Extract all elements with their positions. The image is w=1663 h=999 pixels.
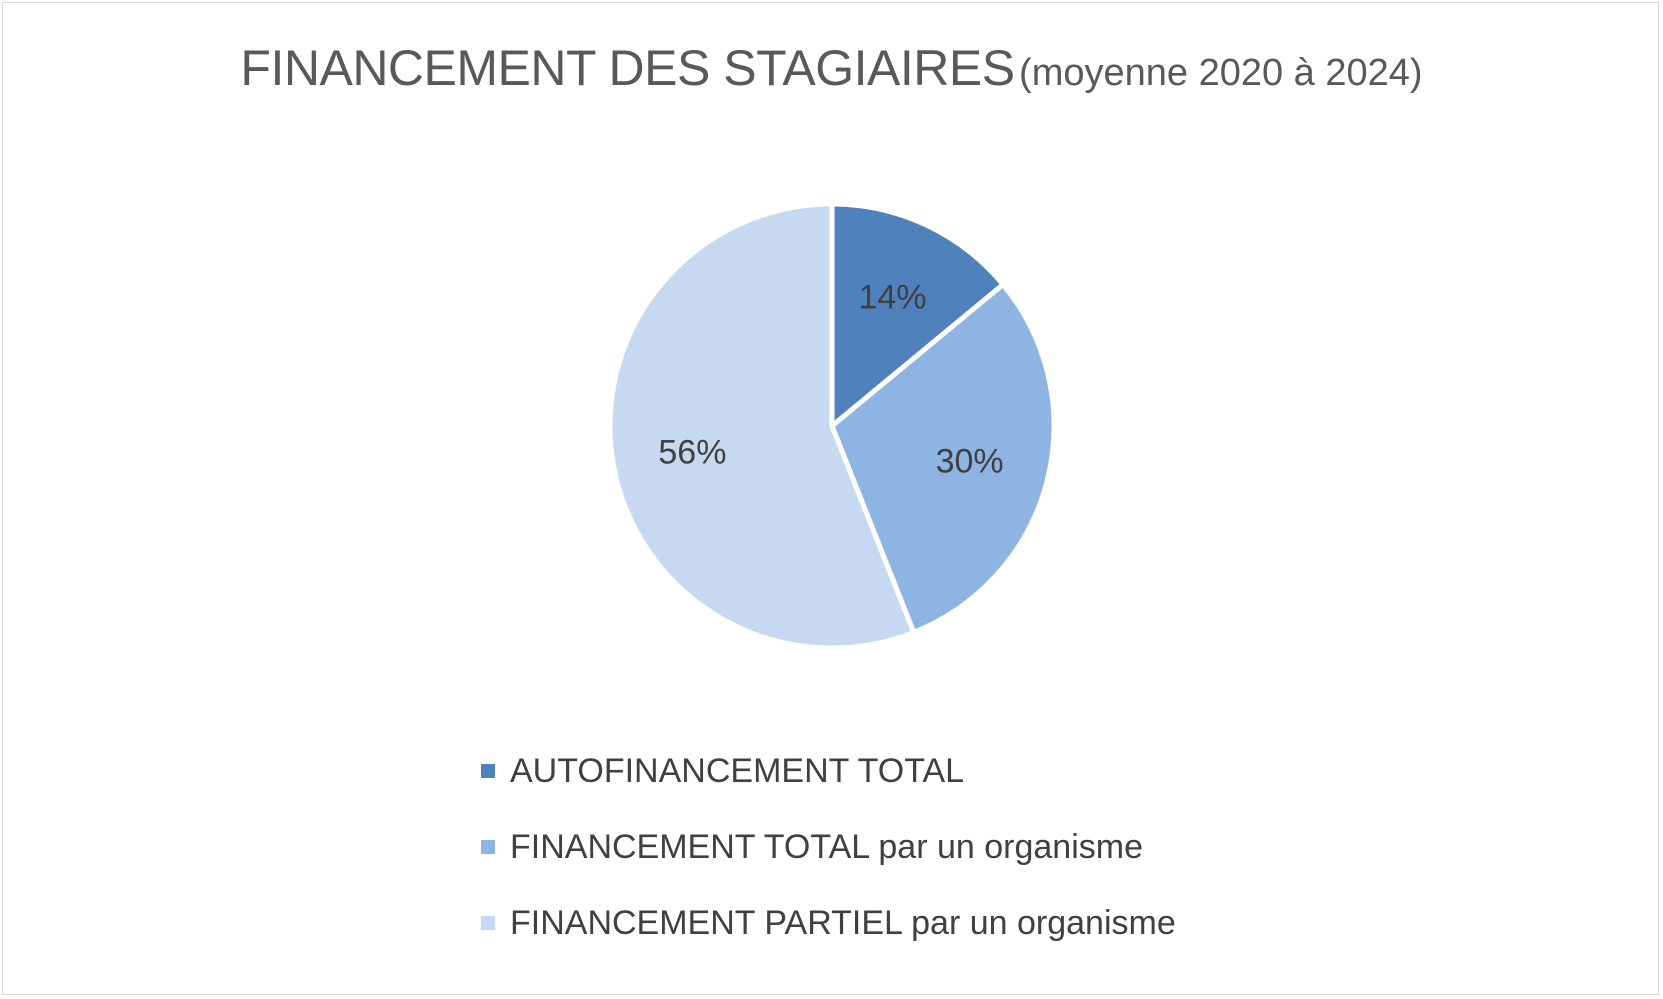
legend-label: FINANCEMENT TOTAL par un organisme (510, 827, 1143, 866)
legend-label: AUTOFINANCEMENT TOTAL (510, 751, 965, 790)
data-label-autofinancement-total: 14% (858, 278, 926, 316)
legend-item: FINANCEMENT TOTAL par un organisme (481, 827, 1176, 867)
chart-subtitle: (moyenne 2020 à 2024) (1019, 52, 1423, 94)
data-label-financement-partiel-par-un-organisme: 56% (658, 434, 726, 472)
legend-swatch-autofinancement (481, 764, 495, 778)
legend-item: AUTOFINANCEMENT TOTAL (481, 751, 1176, 791)
pie-slice-autofinancement-total (829, 201, 1006, 429)
data-label-financement-total-par-un-organisme: 30% (936, 442, 1004, 480)
chart-title-main: FINANCEMENT DES STAGIAIRES (240, 40, 1015, 96)
legend: AUTOFINANCEMENT TOTAL FINANCEMENT TOTAL … (481, 751, 1176, 979)
pie-chart: 14% 30% 56% (607, 201, 1057, 651)
legend-label: FINANCEMENT PARTIEL par un organisme (510, 903, 1176, 942)
chart-title: FINANCEMENT DES STAGIAIRES (moyenne 2020… (3, 43, 1660, 93)
pie-slice-financement-partiel-par-un-organisme (607, 201, 917, 651)
legend-swatch-financement-total (481, 840, 495, 854)
pie-slice-financement-total-par-un-organisme (829, 281, 1057, 635)
legend-swatch-financement-partiel (481, 916, 495, 930)
legend-item: FINANCEMENT PARTIEL par un organisme (481, 903, 1176, 943)
